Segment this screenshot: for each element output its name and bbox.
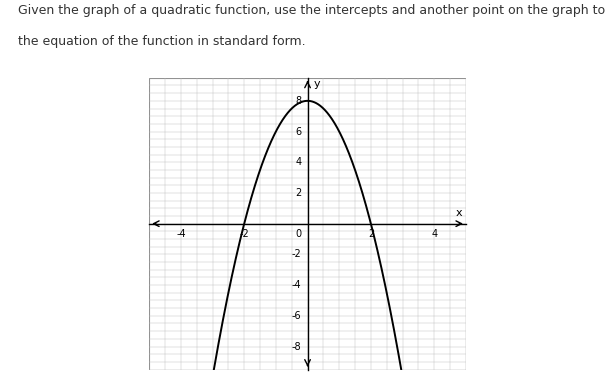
Text: -8: -8 — [292, 342, 301, 352]
Text: 4: 4 — [295, 157, 301, 167]
Text: 0: 0 — [295, 229, 301, 239]
Text: -2: -2 — [292, 249, 301, 259]
Text: 2: 2 — [368, 229, 374, 239]
Text: 8: 8 — [295, 96, 301, 106]
Text: the equation of the function in standard form.: the equation of the function in standard… — [18, 35, 306, 48]
Text: -2: -2 — [239, 229, 249, 239]
Text: 6: 6 — [295, 126, 301, 137]
Text: 4: 4 — [431, 229, 437, 239]
Text: x: x — [456, 208, 463, 217]
Text: -4: -4 — [176, 229, 186, 239]
Text: -6: -6 — [292, 311, 301, 321]
Text: Given the graph of a quadratic function, use the intercepts and another point on: Given the graph of a quadratic function,… — [18, 4, 609, 17]
Text: y: y — [314, 79, 320, 89]
Text: -4: -4 — [292, 280, 301, 290]
Text: 2: 2 — [295, 188, 301, 198]
